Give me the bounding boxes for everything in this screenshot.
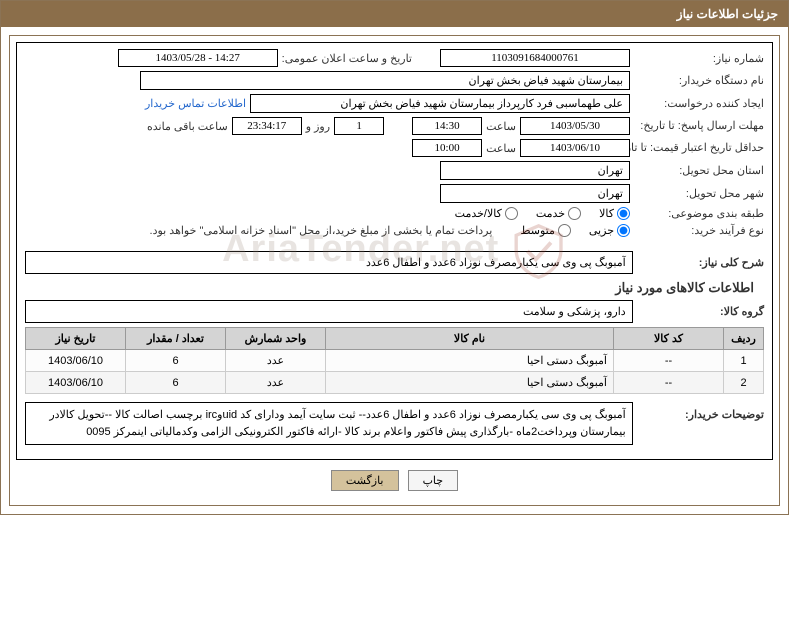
subject-opt-goods[interactable]: کالا [599, 207, 630, 220]
deadline-label: مهلت ارسال پاسخ: تا تاریخ: [634, 119, 764, 133]
buyer-org-label: نام دستگاه خریدار: [634, 74, 764, 87]
table-cell: عدد [226, 350, 326, 372]
requester-label: ایجاد کننده درخواست: [634, 97, 764, 110]
table-cell: عدد [226, 372, 326, 394]
row-province: استان محل تحویل: تهران [25, 161, 764, 180]
th-name: نام کالا [326, 328, 614, 350]
announce-label: تاریخ و ساعت اعلان عمومی: [282, 52, 412, 65]
items-header-row: ردیف کد کالا نام کالا واحد شمارش تعداد /… [26, 328, 764, 350]
details-panel: AriaTender.net شماره نیاز: 1103091684000… [16, 42, 773, 460]
subject-class-label: طبقه بندی موضوعی: [634, 207, 764, 220]
subject-opt-service-label: خدمت [536, 207, 565, 220]
row-validity: حداقل تاریخ اعتبار قیمت: تا تاریخ: 1403/… [25, 139, 764, 157]
subject-opt-both[interactable]: کالا/خدمت [455, 207, 518, 220]
process-opt-minor-label: جزیی [589, 224, 614, 237]
general-desc-label: شرح کلی نیاز: [637, 256, 764, 269]
buyer-note-value: آمبوبگ پی وی سی یکبارمصرف نوزاد 6عدد و ا… [25, 402, 633, 445]
header-title: جزئیات اطلاعات نیاز [677, 7, 778, 21]
process-opt-medium[interactable]: متوسط [520, 224, 571, 237]
general-desc-value: آمبوبگ پی وی سی یکبارمصرف نوزاد 6عدد و ا… [25, 251, 633, 274]
deadline-time: 14:30 [412, 117, 482, 135]
table-cell: 1403/06/10 [26, 372, 126, 394]
subject-radio-both[interactable] [505, 207, 518, 220]
table-cell: 1403/06/10 [26, 350, 126, 372]
items-table: ردیف کد کالا نام کالا واحد شمارش تعداد /… [25, 327, 764, 394]
time-label-2: ساعت [486, 142, 516, 155]
process-type-label: نوع فرآیند خرید: [634, 224, 764, 237]
requester-value: علی طهماسبی فرد کارپرداز بیمارستان شهید … [250, 94, 630, 113]
contact-link[interactable]: اطلاعات تماس خریدار [145, 97, 246, 110]
time-label-1: ساعت [486, 120, 516, 133]
row-buyer-org: نام دستگاه خریدار: بیمارستان شهید فیاض ب… [25, 71, 764, 90]
row-deadline: مهلت ارسال پاسخ: تا تاریخ: 1403/05/30 سا… [25, 117, 764, 135]
process-radio-medium[interactable] [558, 224, 571, 237]
print-button[interactable]: چاپ [408, 470, 459, 491]
process-opt-minor[interactable]: جزیی [589, 224, 630, 237]
process-radio-minor[interactable] [617, 224, 630, 237]
goods-group-value: دارو، پزشکی و سلامت [25, 300, 633, 323]
subject-opt-goods-label: کالا [599, 207, 614, 220]
deadline-date: 1403/05/30 [520, 117, 630, 135]
table-row: 1--آمبوبگ دستی احیاعدد61403/06/10 [26, 350, 764, 372]
goods-group-label: گروه کالا: [637, 305, 764, 318]
table-cell: آمبوبگ دستی احیا [326, 372, 614, 394]
table-cell: -- [614, 372, 724, 394]
table-cell: 2 [724, 372, 764, 394]
days-and-label: روز و [306, 120, 330, 133]
province-value: تهران [440, 161, 630, 180]
button-row: چاپ بازگشت [14, 462, 775, 501]
row-goods-group: گروه کالا: دارو، پزشکی و سلامت [25, 300, 764, 323]
subject-opt-service[interactable]: خدمت [536, 207, 581, 220]
th-code: کد کالا [614, 328, 724, 350]
subject-radio-group: کالا خدمت کالا/خدمت [455, 207, 630, 220]
table-cell: 6 [126, 350, 226, 372]
main-panel: AriaTender.net شماره نیاز: 1103091684000… [9, 35, 780, 506]
th-row: ردیف [724, 328, 764, 350]
province-label: استان محل تحویل: [634, 164, 764, 177]
validity-date: 1403/06/10 [520, 139, 630, 157]
subject-radio-service[interactable] [568, 207, 581, 220]
remaining-label: ساعت باقی مانده [147, 120, 228, 133]
buyer-note-label: توضیحات خریدار: [637, 398, 764, 421]
announce-value: 1403/05/28 - 14:27 [118, 49, 278, 67]
items-section-title: اطلاعات کالاهای مورد نیاز [35, 280, 754, 296]
table-cell: 1 [724, 350, 764, 372]
th-qty: تعداد / مقدار [126, 328, 226, 350]
city-label: شهر محل تحویل: [634, 187, 764, 200]
validity-label: حداقل تاریخ اعتبار قیمت: تا تاریخ: [634, 141, 764, 155]
row-need-no: شماره نیاز: 1103091684000761 تاریخ و ساع… [25, 49, 764, 67]
row-subject-class: طبقه بندی موضوعی: کالا خدمت کالا/خدمت [25, 207, 764, 220]
table-row: 2--آمبوبگ دستی احیاعدد61403/06/10 [26, 372, 764, 394]
row-general-desc: شرح کلی نیاز: آمبوبگ پی وی سی یکبارمصرف … [25, 251, 764, 274]
th-date: تاریخ نیاز [26, 328, 126, 350]
city-value: تهران [440, 184, 630, 203]
buyer-org-value: بیمارستان شهید فیاض بخش تهران [140, 71, 630, 90]
panel-header: جزئیات اطلاعات نیاز [1, 1, 788, 27]
subject-opt-both-label: کالا/خدمت [455, 207, 502, 220]
process-radio-group: جزیی متوسط [520, 224, 630, 237]
days-remaining: 1 [334, 117, 384, 135]
subject-radio-goods[interactable] [617, 207, 630, 220]
payment-note: پرداخت تمام یا بخشی از مبلغ خرید،از محل … [150, 224, 493, 237]
row-process-type: نوع فرآیند خرید: جزیی متوسط پرداخت تمام … [25, 224, 764, 237]
validity-time: 10:00 [412, 139, 482, 157]
row-requester: ایجاد کننده درخواست: علی طهماسبی فرد کار… [25, 94, 764, 113]
back-button[interactable]: بازگشت [331, 470, 399, 491]
row-city: شهر محل تحویل: تهران [25, 184, 764, 203]
process-opt-medium-label: متوسط [520, 224, 555, 237]
th-unit: واحد شمارش [226, 328, 326, 350]
table-cell: -- [614, 350, 724, 372]
page-container: جزئیات اطلاعات نیاز AriaTender.net شماره… [0, 0, 789, 515]
row-buyer-note: توضیحات خریدار: آمبوبگ پی وی سی یکبارمصر… [25, 398, 764, 449]
need-no-value: 1103091684000761 [440, 49, 630, 67]
table-cell: 6 [126, 372, 226, 394]
need-no-label: شماره نیاز: [634, 52, 764, 65]
countdown: 23:34:17 [232, 117, 302, 135]
table-cell: آمبوبگ دستی احیا [326, 350, 614, 372]
